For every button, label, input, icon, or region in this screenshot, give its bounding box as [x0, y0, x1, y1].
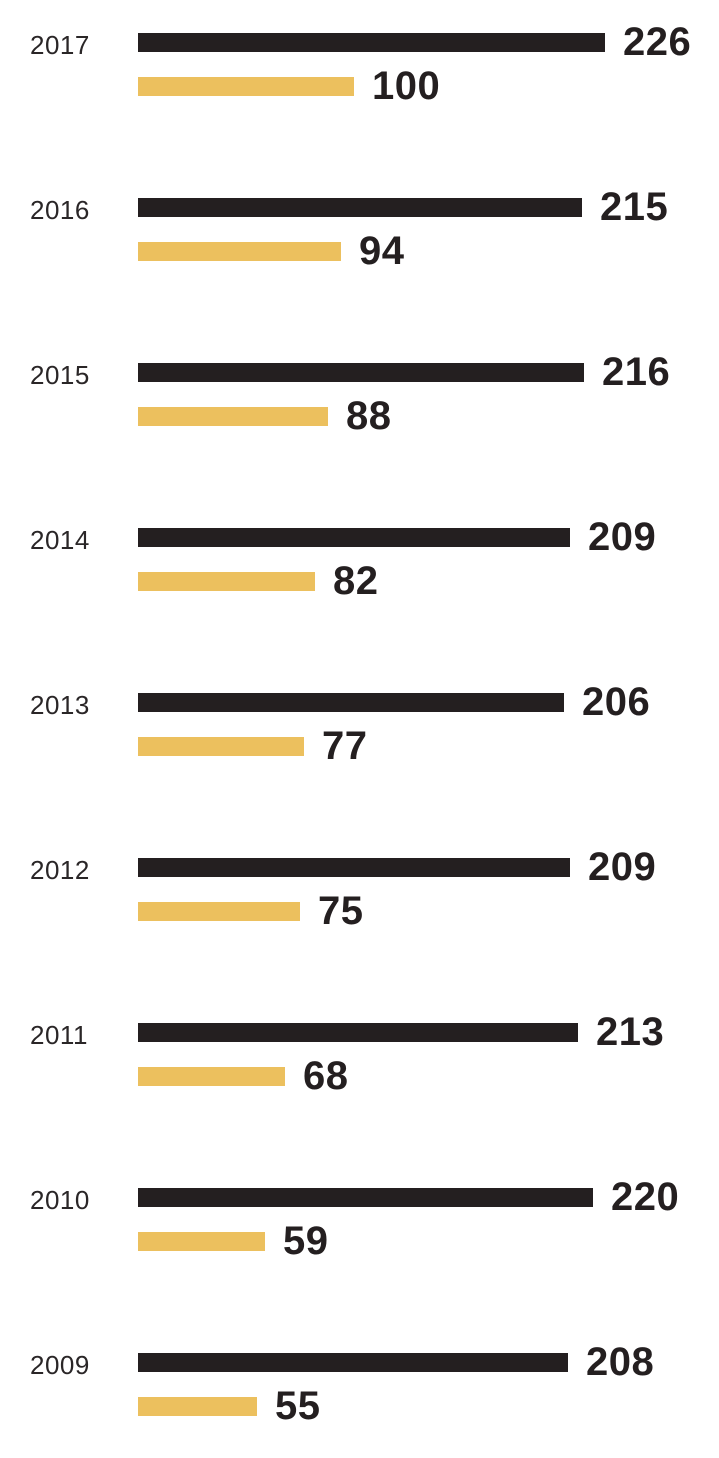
gold-bar-value: 82	[333, 559, 379, 603]
gold-bar	[138, 242, 341, 261]
gold-bar	[138, 902, 300, 921]
year-label: 2010	[30, 1185, 90, 1215]
year-label: 2017	[30, 30, 90, 60]
chart-row: 2017 226 100	[0, 20, 719, 198]
gold-bar-value: 59	[283, 1219, 329, 1263]
dark-bar-value: 226	[623, 20, 692, 64]
year-label: 2009	[30, 1350, 90, 1380]
year-label: 2013	[30, 690, 90, 720]
dark-bar	[138, 1023, 578, 1042]
year-label: 2014	[30, 525, 90, 555]
year-label: 2011	[30, 1020, 88, 1050]
chart-row: 2014 209 82	[0, 515, 719, 693]
dark-bar	[138, 528, 570, 547]
dark-bar	[138, 363, 584, 382]
dark-bar-value: 216	[602, 350, 671, 394]
dark-bar	[138, 33, 605, 52]
gold-bar-value: 75	[318, 889, 364, 933]
dark-bar	[138, 198, 582, 217]
gold-bar	[138, 1232, 265, 1251]
gold-bar	[138, 1397, 257, 1416]
dark-bar-value: 206	[582, 680, 651, 724]
chart-row: 2016 215 94	[0, 185, 719, 363]
year-label: 2015	[30, 360, 90, 390]
dark-bar	[138, 1188, 593, 1207]
gold-bar	[138, 407, 328, 426]
gold-bar-value: 94	[359, 229, 405, 273]
dark-bar	[138, 693, 564, 712]
dark-bar-value: 209	[588, 515, 657, 559]
chart-plot-area: 2017 226 100 2016 215 94 2015 216 88 201…	[0, 20, 719, 1458]
gold-bar-value: 68	[303, 1054, 349, 1098]
gold-bar	[138, 572, 315, 591]
dark-bar	[138, 1353, 568, 1372]
gold-bar-value: 77	[322, 724, 368, 768]
dark-bar-value: 213	[596, 1010, 665, 1054]
gold-bar-value: 100	[372, 64, 441, 108]
dark-bar-value: 215	[600, 185, 669, 229]
chart-row: 2009 208 55	[0, 1340, 719, 1458]
dark-bar-value: 220	[611, 1175, 680, 1219]
year-label: 2016	[30, 195, 90, 225]
dark-bar-value: 209	[588, 845, 657, 889]
gold-bar-value: 88	[346, 394, 392, 438]
chart-row: 2011 213 68	[0, 1010, 719, 1188]
dark-bar-value: 208	[586, 1340, 655, 1384]
chart-row: 2015 216 88	[0, 350, 719, 528]
gold-bar-value: 55	[275, 1384, 321, 1428]
dark-bar	[138, 858, 570, 877]
gold-bar	[138, 737, 304, 756]
gold-bar	[138, 77, 354, 96]
chart-row: 2012 209 75	[0, 845, 719, 1023]
chart-row: 2010 220 59	[0, 1175, 719, 1353]
chart-row: 2013 206 77	[0, 680, 719, 858]
gold-bar	[138, 1067, 285, 1086]
year-label: 2012	[30, 855, 90, 885]
